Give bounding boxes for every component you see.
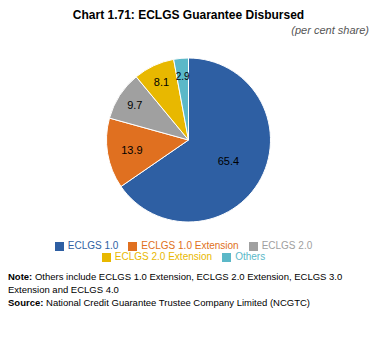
html-text:Others: Others <box>235 251 266 262</box>
html-text:Source: National Credit Guaran: Source: National Credit Guarantee Truste… <box>8 297 310 308</box>
svg-text:13.9: 13.9 <box>121 144 142 156</box>
svg-text:2.9: 2.9 <box>176 71 190 82</box>
svg-text:8.1: 8.1 <box>154 76 169 88</box>
html-text:Chart 1.71: ECLGS Guarantee Di: Chart 1.71: ECLGS Guarantee Disbursed <box>72 8 305 22</box>
html-text:ECLGS 1.0 Extension: ECLGS 1.0 Extension <box>141 240 239 251</box>
html-text:ECLGS 2.0: ECLGS 2.0 <box>261 240 313 251</box>
html-text:Note: Others include ECLGS 1.0: Note: Others include ECLGS 1.0 Extension… <box>8 271 343 295</box>
html-text:ECLGS 2.0 Extension: ECLGS 2.0 Extension <box>114 251 213 262</box>
html-text:ECLGS 1.0: ECLGS 1.0 <box>67 240 119 251</box>
svg-text:9.7: 9.7 <box>127 99 142 111</box>
html-text:(per cent share): (per cent share) <box>291 24 369 36</box>
svg-text:65.4: 65.4 <box>218 155 239 167</box>
